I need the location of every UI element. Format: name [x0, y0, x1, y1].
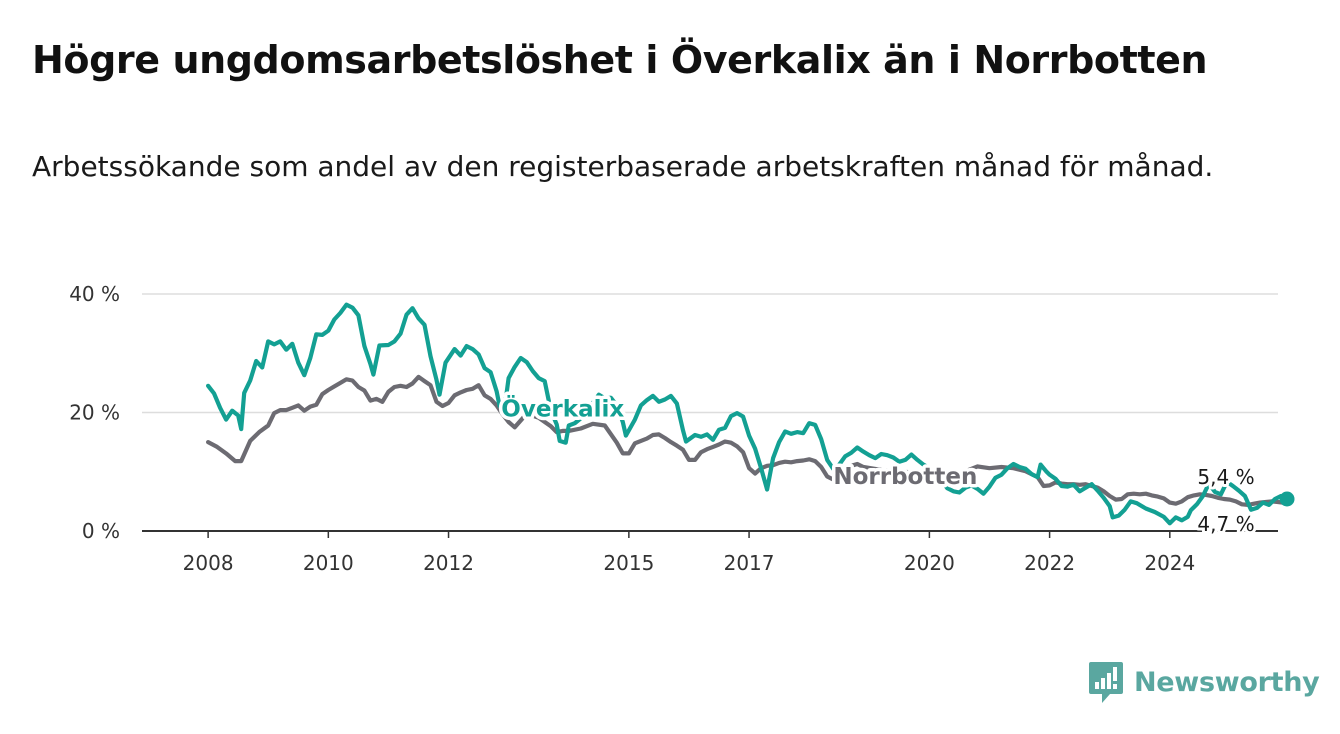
- x-axis-ticks: 2008 2010 2012 2015 2017 2020 2022 2024: [183, 531, 1195, 575]
- series-label-overkalix: Överkalix: [501, 395, 624, 423]
- x-tick-label: 2015: [603, 551, 654, 575]
- x-tick-label: 2010: [303, 551, 354, 575]
- end-value-norrbotten: 4,7 %: [1197, 512, 1254, 536]
- gridlines: [142, 293, 1278, 532]
- y-tick-label: 20 %: [69, 401, 120, 425]
- series-lines: [206, 302, 1295, 526]
- x-tick-label: 2020: [904, 551, 955, 575]
- series-end-marker: [1279, 491, 1295, 507]
- x-tick-label: 2008: [183, 551, 234, 575]
- bar-chart-icon: [1089, 662, 1123, 703]
- x-tick-label: 2017: [724, 551, 775, 575]
- chart-subtitle: Arbetssökande som andel av den registerb…: [32, 150, 1214, 183]
- newsworthy-logo: Newsworthy: [1088, 660, 1320, 704]
- y-tick-label: 0 %: [82, 519, 120, 543]
- chart-title: Högre ungdomsarbetslöshet i Överkalix än…: [32, 38, 1208, 82]
- series-label-norrbotten: Norrbotten: [833, 464, 977, 490]
- series-labels: Överkalix Norrbotten 5,4 % 4,7 %: [498, 391, 1258, 539]
- brand-name: Newsworthy: [1134, 666, 1320, 698]
- y-tick-label: 40 %: [69, 282, 120, 306]
- end-value-overkalix: 5,4 %: [1197, 465, 1254, 489]
- y-axis-ticks: 0 % 20 % 40 %: [69, 282, 120, 543]
- x-tick-label: 2024: [1144, 551, 1195, 575]
- x-tick-label: 2012: [423, 551, 474, 575]
- series-line-norrbotten: [206, 374, 1290, 507]
- x-tick-label: 2022: [1024, 551, 1075, 575]
- series-line-överkalix: [206, 302, 1290, 526]
